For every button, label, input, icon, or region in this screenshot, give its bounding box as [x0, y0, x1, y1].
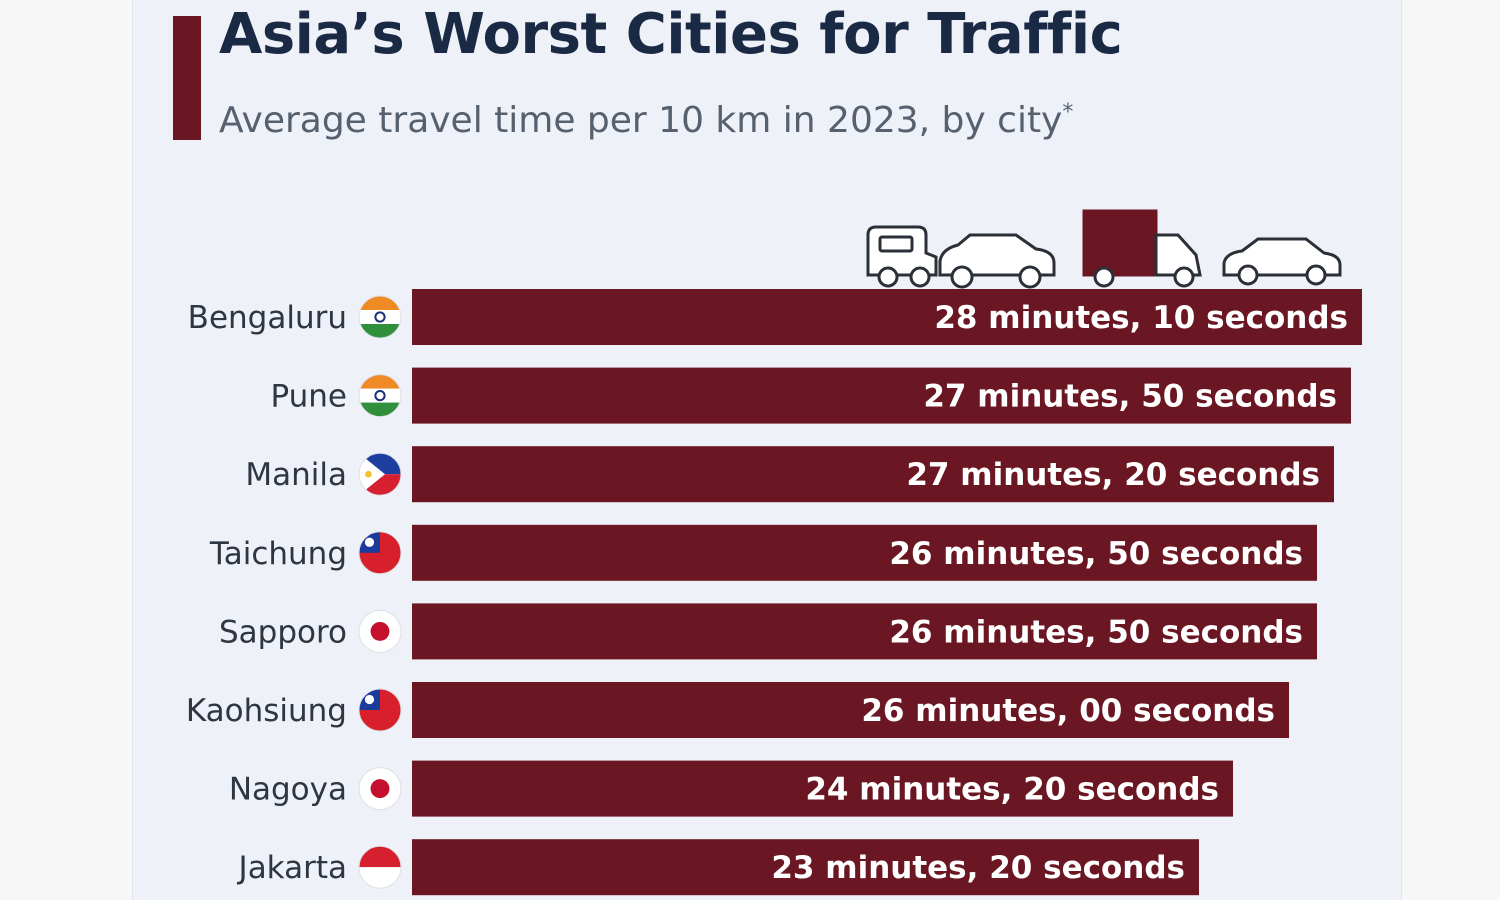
category-label: Jakarta [237, 850, 347, 886]
category-label: Bengaluru [188, 300, 347, 336]
bar-taichung [412, 524, 1317, 581]
category-label: Manila [245, 457, 347, 493]
subtitle-footnote-mark: * [1062, 100, 1074, 125]
bar-value-label: 28 minutes, 10 seconds [934, 300, 1348, 336]
minibus-icon [866, 225, 938, 288]
flag-japan-icon [358, 767, 402, 811]
flag-japan-icon [358, 609, 402, 653]
chart-title: Asia’s Worst Cities for Traffic [219, 2, 1123, 67]
bar-value-label: 26 minutes, 00 seconds [861, 693, 1275, 729]
bar-value-label: 27 minutes, 50 seconds [923, 379, 1337, 415]
flag-india-icon [358, 295, 402, 339]
chart-card: Asia’s Worst Cities for Traffic Average … [132, 0, 1402, 900]
bar-kaohsiung [412, 682, 1289, 738]
category-label: Pune [270, 379, 347, 415]
bar-value-label: 27 minutes, 20 seconds [906, 457, 1320, 493]
bar-pune [412, 367, 1351, 424]
category-label: Taichung [209, 536, 347, 572]
category-label: Nagoya [229, 772, 347, 808]
bar-value-label: 23 minutes, 20 seconds [771, 850, 1185, 886]
category-label: Kaohsiung [186, 693, 347, 729]
flag-taiwan-icon [358, 688, 402, 732]
bar-value-label: 26 minutes, 50 seconds [889, 614, 1303, 650]
bar-nagoya [412, 760, 1233, 817]
subtitle-text: Average travel time per 10 km in 2023, b… [219, 100, 1063, 141]
bar-sapporo [412, 603, 1317, 660]
flag-indonesia-icon [358, 845, 402, 889]
flag-india-icon [358, 374, 402, 418]
bar-manila [412, 446, 1334, 503]
bar-jakarta [412, 839, 1199, 896]
chart-subtitle: Average travel time per 10 km in 2023, b… [219, 100, 1073, 141]
flag-philippines-icon [358, 452, 402, 496]
bar-value-label: 24 minutes, 20 seconds [805, 772, 1219, 808]
bar-value-label: 26 minutes, 50 seconds [889, 536, 1303, 572]
category-label: Sapporo [219, 614, 347, 650]
car-icon [1222, 237, 1342, 286]
traffic-vehicles-illustration [866, 209, 1342, 289]
car-icon [938, 233, 1056, 289]
bar-bengaluru [412, 289, 1362, 345]
flag-taiwan-icon [358, 531, 402, 575]
title-accent-bar [173, 16, 201, 140]
bar-chart: 28 minutes, 10 seconds Bengaluru 27 minute… [186, 289, 1362, 896]
truck-icon [1082, 209, 1202, 288]
